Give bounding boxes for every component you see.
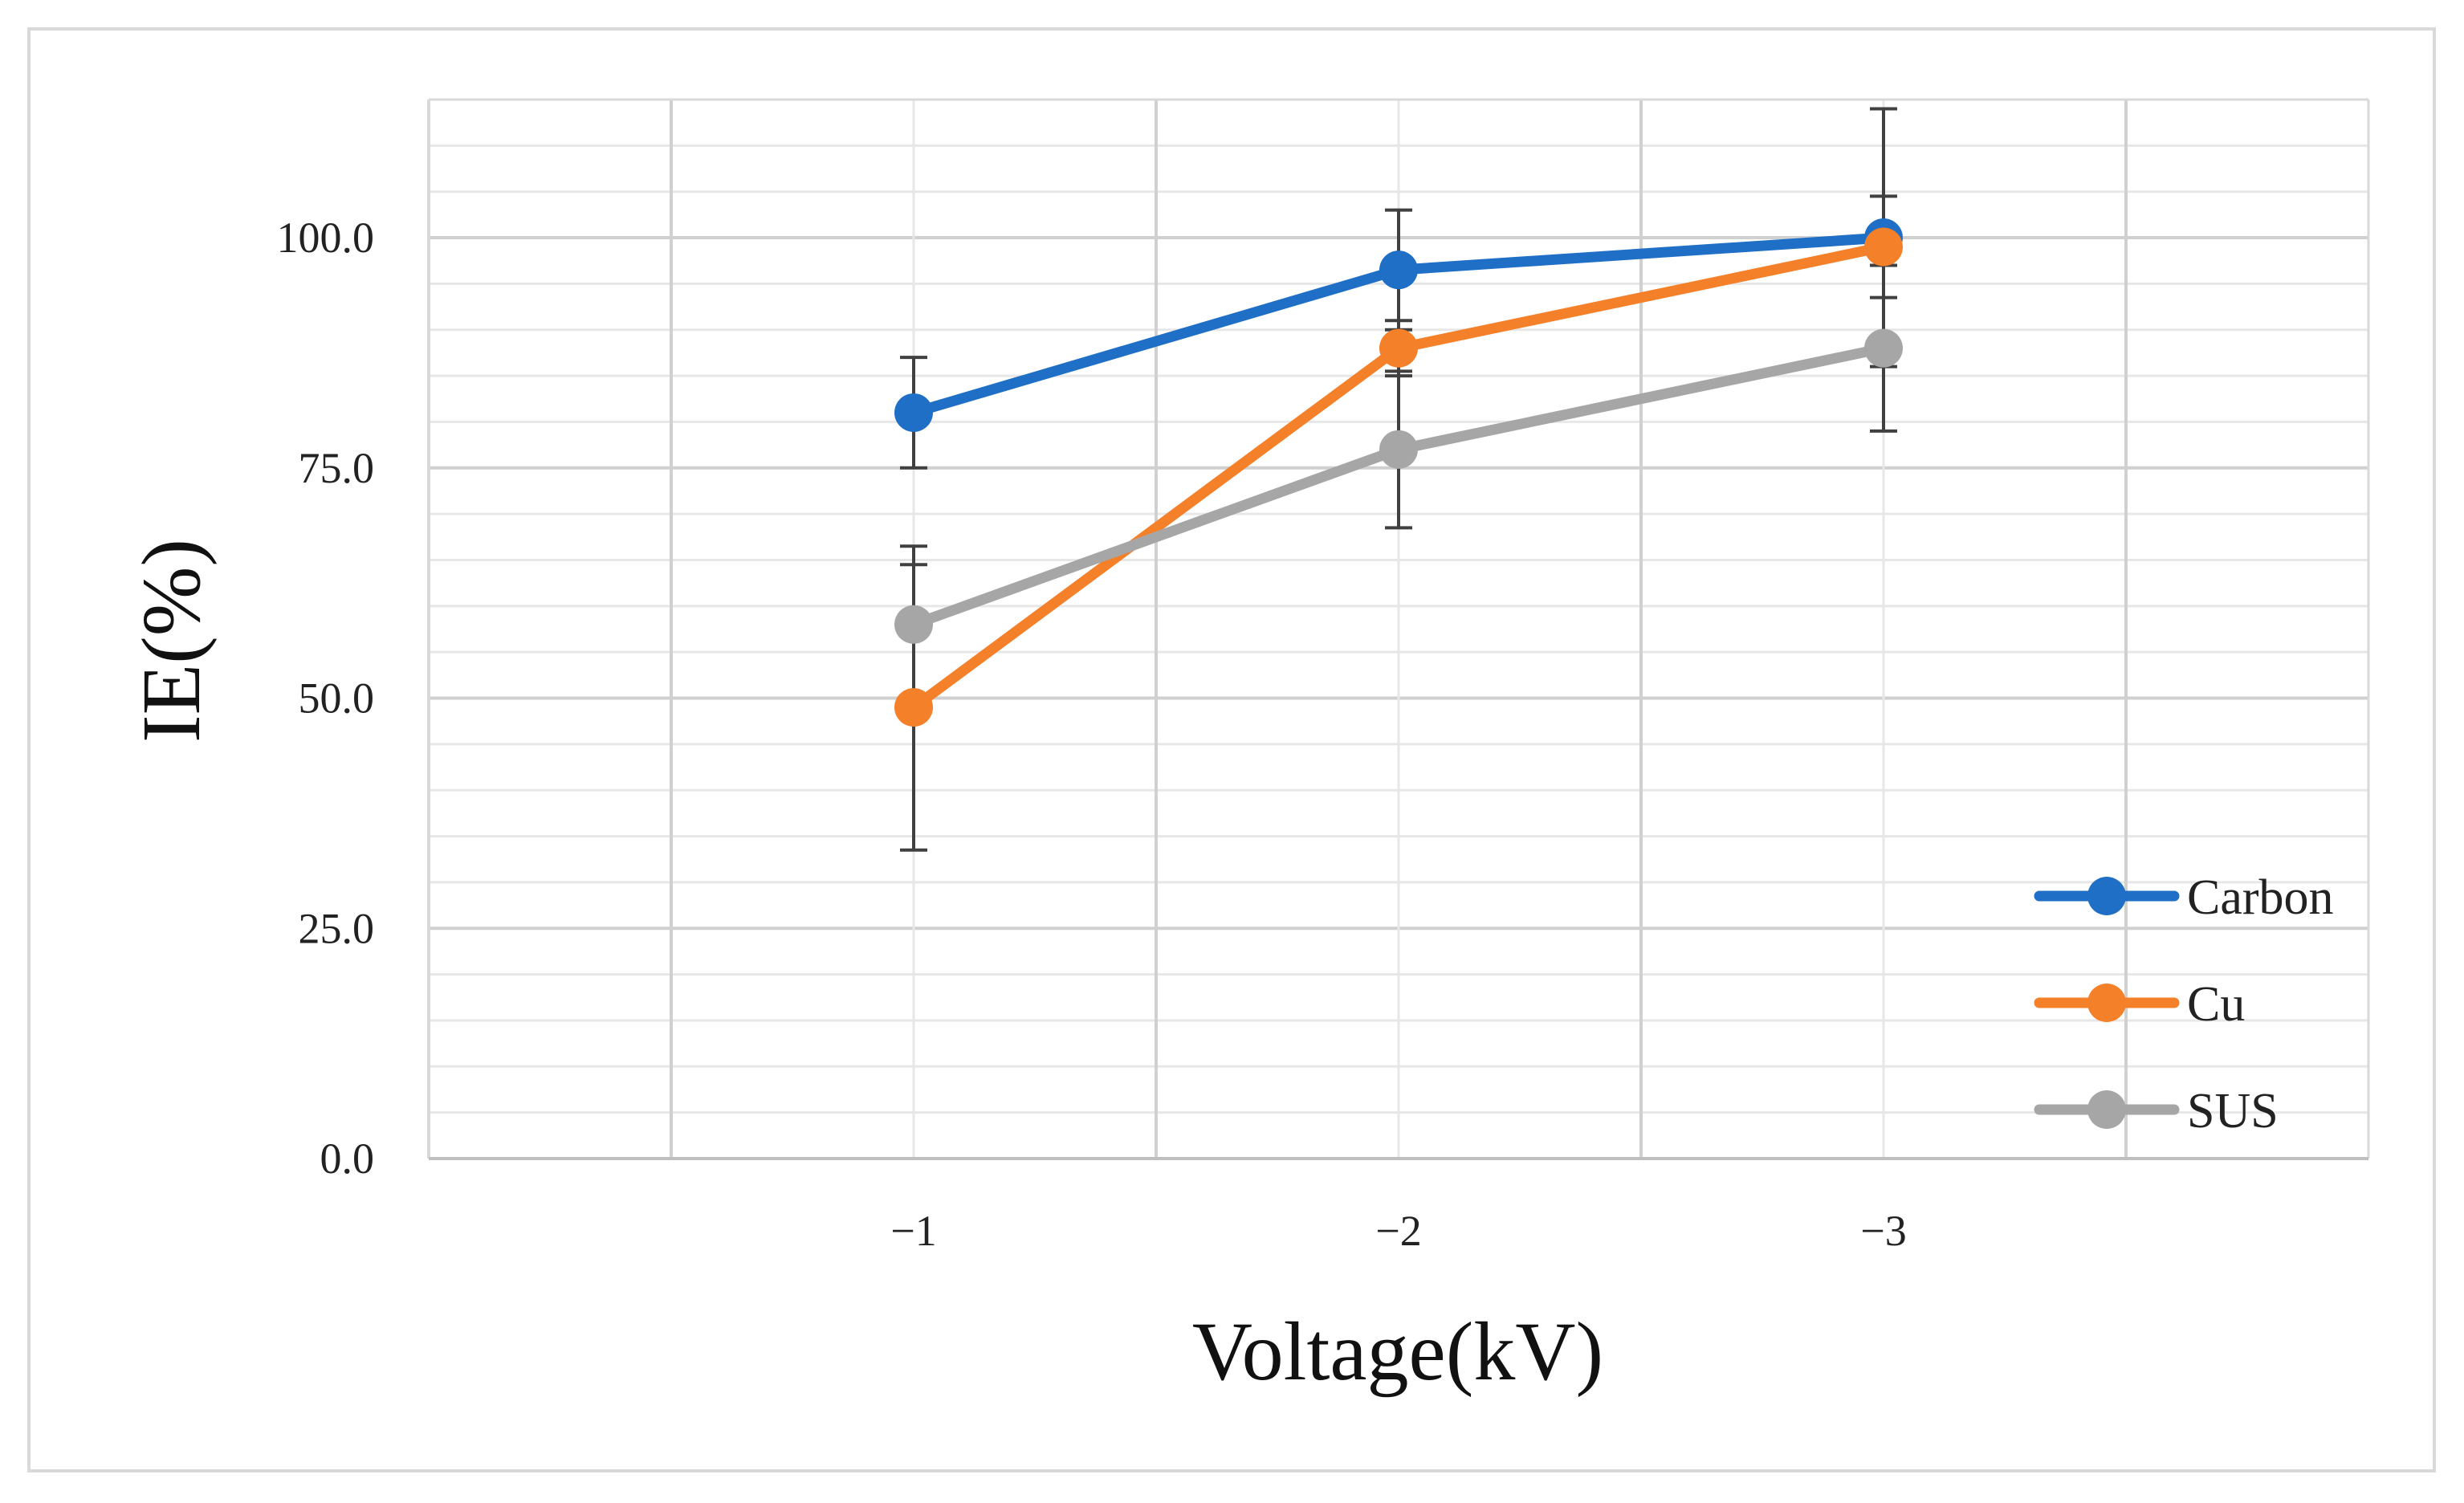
tick-labels: 0.0 25.0 50.0 75.0 100.0 −1 −2 −3 (277, 214, 1907, 1255)
series-lines (894, 218, 1903, 727)
y-tick-label: 75.0 (299, 444, 375, 492)
data-point-cu (894, 687, 933, 727)
legend: Carbon Cu SUS (2034, 870, 2334, 1138)
y-tick-label: 25.0 (299, 904, 375, 952)
legend-marker-cu (2087, 984, 2126, 1022)
y-tick-label: 0.0 (320, 1134, 375, 1183)
x-tick-label: −2 (1375, 1207, 1421, 1255)
x-tick-label: −3 (1860, 1207, 1906, 1255)
legend-label: SUS (2187, 1084, 2279, 1138)
y-tick-label: 50.0 (299, 674, 375, 723)
data-point-cu (1864, 227, 1903, 267)
data-point-cu (1379, 328, 1418, 368)
data-point-sus (1864, 328, 1903, 368)
y-axis-title: IE(%) (125, 539, 218, 743)
x-axis-title: Voltage(kV) (1192, 1305, 1603, 1398)
axes (427, 98, 2370, 1160)
legend-marker-carbon (2087, 877, 2126, 915)
chart-frame: 0.0 25.0 50.0 75.0 100.0 −1 −2 −3 Carbon Cu SUS V… (27, 27, 2436, 1472)
data-point-carbon (894, 393, 933, 432)
line-chart: 0.0 25.0 50.0 75.0 100.0 −1 −2 −3 Carbon Cu SUS V… (125, 98, 2370, 1398)
y-tick-label: 100.0 (277, 214, 375, 262)
x-tick-label: −1 (890, 1207, 936, 1255)
legend-label: Carbon (2187, 870, 2334, 925)
data-point-carbon (1379, 250, 1418, 290)
data-point-sus (894, 605, 933, 644)
legend-marker-sus (2087, 1090, 2126, 1129)
legend-label: Cu (2187, 977, 2245, 1032)
data-point-sus (1379, 430, 1418, 469)
